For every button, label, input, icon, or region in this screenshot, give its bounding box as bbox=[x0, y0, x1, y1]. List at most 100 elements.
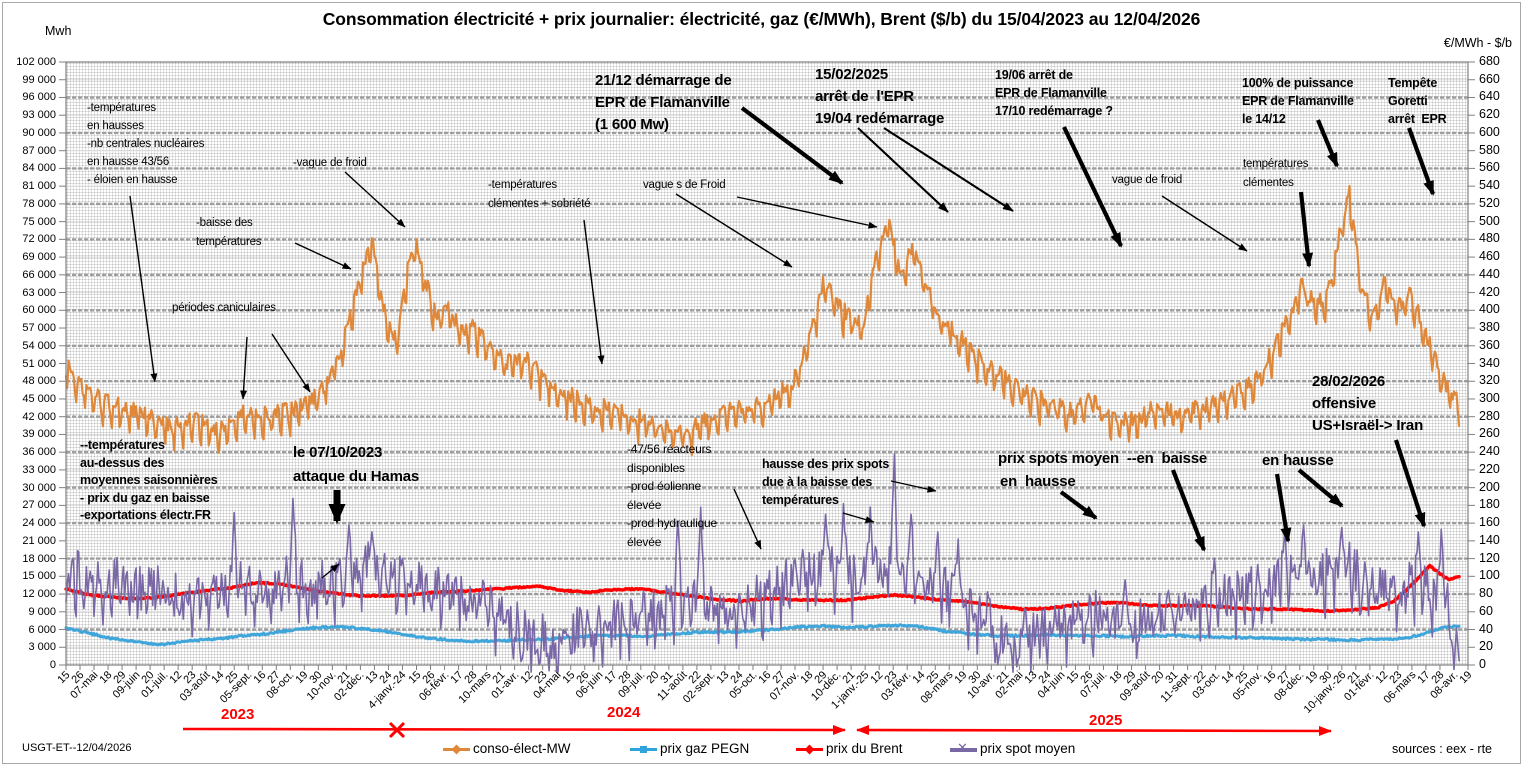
legend-item-prix-spot-moyen: ✕ prix spot moyen bbox=[950, 740, 1076, 756]
legend-label: conso-élect-MW bbox=[473, 741, 571, 756]
chart-annotation: vague s de Froid bbox=[643, 179, 726, 191]
annotation-arrow bbox=[1059, 490, 1098, 520]
annotation-arrow bbox=[1161, 195, 1248, 252]
right-axis-tick-label: 520 bbox=[1479, 195, 1500, 210]
right-axis-tick-label: 20 bbox=[1479, 639, 1493, 654]
legend-item-prix-gaz-pegn: prix gaz PEGN bbox=[630, 741, 749, 756]
right-axis-tick-label: 280 bbox=[1479, 408, 1500, 423]
annotation-arrow bbox=[294, 242, 352, 270]
right-axis-tick-label: 600 bbox=[1479, 124, 1500, 139]
left-axis-unit-label: Mwh bbox=[45, 24, 72, 38]
right-axis-tick-label: 540 bbox=[1479, 178, 1500, 193]
right-axis-tick-label: 620 bbox=[1479, 107, 1500, 122]
annotation-arrow bbox=[129, 195, 158, 383]
left-axis-tick-label: 39 000 bbox=[22, 428, 56, 441]
left-axis-tick-label: 27 000 bbox=[22, 499, 56, 512]
right-axis-tick-label: 160 bbox=[1479, 515, 1500, 530]
chart-annotation: 28/02/2026 offensive US+Israël-> Iran bbox=[1312, 373, 1424, 434]
right-axis-tick-label: 180 bbox=[1479, 497, 1500, 512]
left-axis-tick-label: 54 000 bbox=[22, 339, 56, 352]
right-axis-tick-label: 420 bbox=[1479, 284, 1500, 299]
right-axis-tick-label: 440 bbox=[1479, 266, 1500, 281]
annotation-arrow bbox=[675, 193, 793, 268]
annotation-arrow bbox=[1297, 468, 1344, 508]
left-axis-tick-label: 57 000 bbox=[22, 322, 56, 335]
annotation-arrow bbox=[890, 480, 937, 493]
left-axis-tick-label: 99 000 bbox=[22, 73, 56, 86]
chart-annotation: périodes caniculaires bbox=[172, 302, 276, 314]
left-axis-tick-label: 45 000 bbox=[22, 392, 56, 405]
legend-marker-square-icon bbox=[630, 741, 657, 756]
left-axis-tick-label: 30 000 bbox=[22, 481, 56, 494]
legend-label: prix du Brent bbox=[826, 741, 903, 756]
legend-marker-x-icon: ✕ bbox=[950, 740, 977, 756]
left-axis-tick-label: 48 000 bbox=[22, 375, 56, 388]
annotation-arrow bbox=[1171, 469, 1206, 552]
right-axis-tick-label: 0 bbox=[1479, 657, 1486, 671]
left-axis-tick-label: 24 000 bbox=[22, 517, 56, 530]
watermark-label: USGT-ET--12/04/2026 bbox=[22, 742, 132, 754]
chart-annotation: 15/02/2025 arrêt de l'EPR 19/04 redémarr… bbox=[815, 66, 945, 127]
legend-label: prix gaz PEGN bbox=[660, 741, 750, 756]
legend-marker-diamond-icon bbox=[796, 741, 823, 756]
right-axis-tick-label: 580 bbox=[1479, 142, 1500, 157]
chart-annotation: prix spots moyen --en baisse bbox=[998, 450, 1208, 467]
left-axis-tick-label: 6 000 bbox=[28, 623, 56, 636]
left-axis-tick-label: 21 000 bbox=[22, 534, 56, 547]
annotation-arrow bbox=[1316, 119, 1339, 168]
annotation-arrow bbox=[1062, 126, 1123, 248]
timeline-year-label: 2023 bbox=[221, 706, 255, 723]
left-axis-tick-label: 36 000 bbox=[22, 446, 56, 459]
left-axis-tick-label: 60 000 bbox=[22, 304, 56, 317]
left-axis-tick-label: 78 000 bbox=[22, 197, 56, 210]
annotation-arrow bbox=[857, 127, 949, 213]
right-axis-tick-label: 460 bbox=[1479, 249, 1500, 264]
annotation-arrow bbox=[344, 171, 406, 228]
annotation-arrow bbox=[740, 106, 844, 185]
annotation-arrow bbox=[321, 563, 340, 579]
right-axis-tick-label: 100 bbox=[1479, 568, 1500, 583]
right-axis-tick-label: 220 bbox=[1479, 461, 1500, 476]
left-axis-tick-label: 93 000 bbox=[22, 109, 56, 122]
legend-label: prix spot moyen bbox=[980, 741, 1076, 756]
right-axis-unit-label: €/MWh - $/b bbox=[1443, 36, 1512, 50]
right-axis-tick-label: 480 bbox=[1479, 231, 1500, 246]
left-axis-tick-label: 75 000 bbox=[22, 215, 56, 228]
right-axis-tick-label: 500 bbox=[1479, 213, 1500, 228]
legend-item-prix-du-brent: prix du Brent bbox=[796, 741, 903, 756]
right-axis-tick-label: 240 bbox=[1479, 444, 1500, 459]
chart-annotation: vague de froid bbox=[1112, 174, 1183, 186]
annotation-arrow bbox=[240, 336, 248, 400]
left-axis-tick-label: 72 000 bbox=[22, 233, 56, 246]
timeline-year-cross bbox=[388, 721, 406, 739]
chart-annotation: -températures en hausses -nb centrales n… bbox=[87, 102, 205, 186]
left-axis-tick-label: 0 bbox=[49, 659, 56, 671]
right-axis-tick-label: 140 bbox=[1479, 532, 1500, 547]
left-axis-tick-label: 42 000 bbox=[22, 410, 56, 423]
right-axis-tick-label: 80 bbox=[1479, 586, 1493, 601]
annotation-arrow bbox=[271, 333, 311, 393]
timeline-year-label: 2025 bbox=[1089, 712, 1123, 729]
plot-area-background bbox=[66, 62, 1468, 665]
chart-annotation: --températures au-dessus des moyennes sa… bbox=[80, 438, 218, 522]
annotation-arrow bbox=[583, 219, 605, 365]
chart-annotation: -47/56 réacteurs disponibles -prod éolie… bbox=[627, 442, 717, 549]
right-axis-tick-label: 40 bbox=[1479, 621, 1493, 636]
legend-marker-diamond-icon bbox=[443, 741, 470, 756]
left-axis-tick-label: 15 000 bbox=[22, 570, 56, 583]
right-axis-tick-label: 400 bbox=[1479, 302, 1500, 317]
right-axis-tick-label: 60 bbox=[1479, 603, 1493, 618]
chart-annotation: le 07/10/2023 attaque du Hamas bbox=[293, 444, 419, 485]
chart-annotation: -températures clémentes + sobriété bbox=[488, 179, 591, 210]
right-axis-tick-label: 380 bbox=[1479, 320, 1500, 335]
chart-annotation: en hausse bbox=[1262, 452, 1334, 469]
left-axis-tick-label: 33 000 bbox=[22, 463, 56, 476]
right-axis-tick-label: 320 bbox=[1479, 373, 1500, 388]
right-axis-tick-label: 680 bbox=[1479, 54, 1500, 68]
timeline-2023-2024 bbox=[182, 724, 846, 735]
right-axis-tick-label: 660 bbox=[1479, 71, 1500, 86]
left-axis-tick-label: 96 000 bbox=[22, 91, 56, 104]
annotation-arrow bbox=[842, 512, 875, 523]
